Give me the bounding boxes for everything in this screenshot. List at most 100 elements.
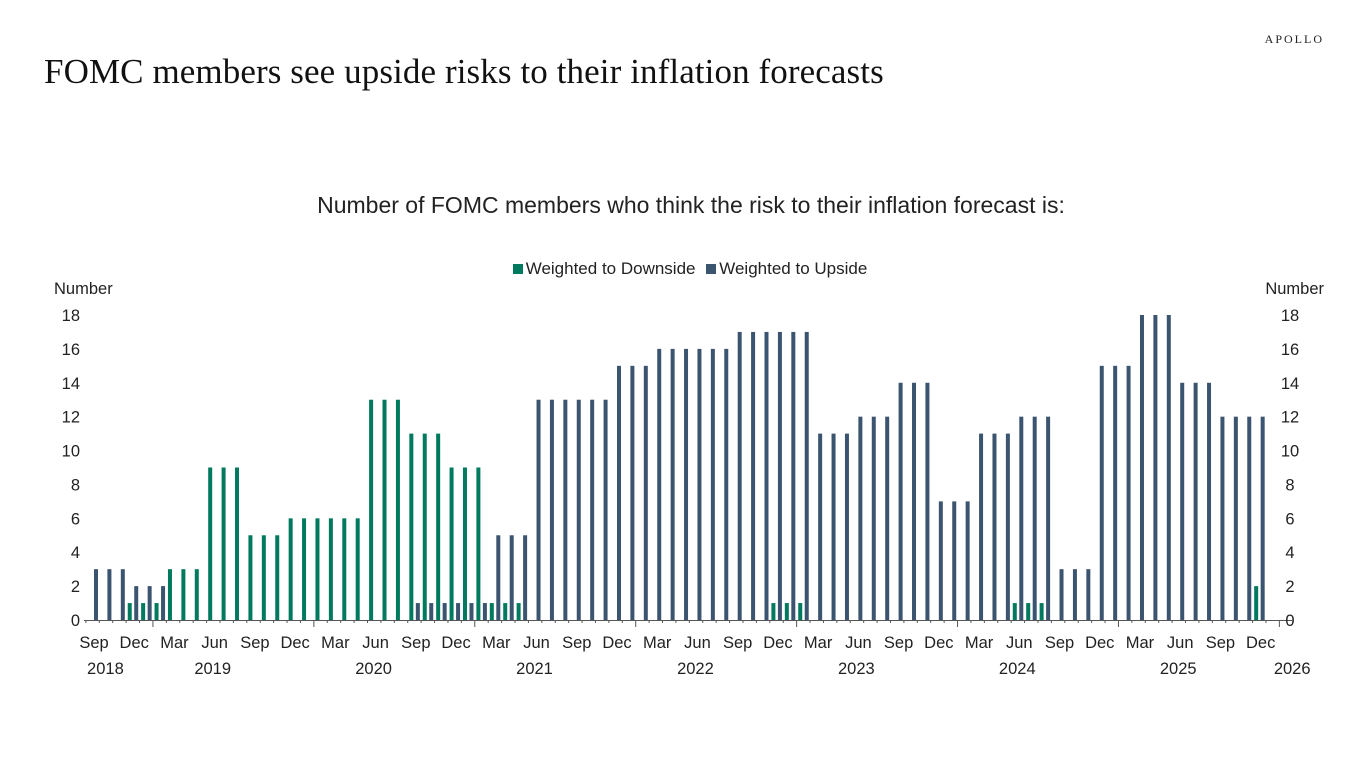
bar-upside: [94, 569, 98, 620]
bar-downside: [476, 467, 481, 620]
x-year-label: 2018: [87, 660, 124, 678]
bar-upside: [496, 535, 501, 620]
bar-downside: [275, 535, 280, 620]
bar-upside: [1180, 382, 1185, 620]
x-tick-label: Mar: [1126, 634, 1155, 652]
bar-upside: [1032, 416, 1037, 620]
bar-upside: [1019, 416, 1024, 620]
bar-upside: [1139, 315, 1144, 620]
x-tick-label: Dec: [120, 634, 149, 652]
y-axis-title-right: Number: [1265, 280, 1324, 298]
bar-upside: [791, 331, 796, 620]
bar-downside: [489, 603, 494, 620]
bar-upside: [563, 399, 568, 620]
bar-upside: [456, 603, 461, 620]
bar-downside: [395, 399, 400, 620]
bar-upside: [1207, 382, 1212, 620]
bar-upside: [1166, 315, 1171, 620]
x-tick-label: Jun: [1006, 634, 1033, 652]
bar-downside: [154, 603, 159, 620]
bar-upside: [858, 416, 863, 620]
bar-upside: [724, 348, 729, 620]
x-tick-label: Sep: [562, 634, 591, 652]
x-tick-label: Dec: [602, 634, 631, 652]
legend: Weighted to Downside Weighted to Upside: [0, 259, 1366, 279]
x-year-label: 2024: [999, 660, 1036, 678]
bar-upside: [831, 433, 836, 620]
y-tick-label-left: 12: [62, 409, 80, 427]
y-tick-label-right: 10: [1281, 443, 1299, 461]
legend-item-downside: Weighted to Downside: [512, 259, 696, 278]
bar-upside: [549, 399, 554, 620]
bar-upside: [1099, 365, 1104, 620]
bar-upside: [1233, 416, 1238, 620]
y-tick-label-right: 16: [1281, 341, 1299, 359]
x-tick-label: Sep: [79, 634, 108, 652]
bar-upside: [764, 331, 769, 620]
bar-upside: [147, 586, 152, 620]
x-tick-label: Mar: [321, 634, 350, 652]
x-tick-label: Jun: [201, 634, 228, 652]
bar-downside: [409, 433, 414, 620]
bar-upside: [710, 348, 715, 620]
y-tick-label-left: 8: [71, 476, 80, 494]
bar-downside: [1254, 586, 1259, 620]
bar-upside: [684, 348, 689, 620]
bar-downside: [167, 569, 172, 620]
x-tick-label: Sep: [240, 634, 269, 652]
y-tick-label-right: 14: [1281, 375, 1299, 393]
bar-downside: [798, 603, 803, 620]
bar-upside: [1247, 416, 1252, 620]
y-axis-title-left: Number: [54, 280, 113, 298]
x-tick-label: Dec: [280, 634, 309, 652]
x-tick-label: Sep: [723, 634, 752, 652]
bar-upside: [1260, 416, 1265, 620]
bar-downside: [449, 467, 454, 620]
y-tick-label-left: 14: [62, 375, 80, 393]
bar-downside: [235, 467, 240, 620]
x-tick-label: Sep: [401, 634, 430, 652]
x-tick-label: Jun: [362, 634, 389, 652]
y-tick-label-right: 0: [1285, 612, 1294, 630]
x-year-label: 2023: [838, 660, 875, 678]
x-tick-label: Mar: [643, 634, 672, 652]
x-year-label: 2021: [516, 660, 553, 678]
bar-downside: [141, 603, 146, 620]
bar-upside: [885, 416, 890, 620]
chart-title: Number of FOMC members who think the ris…: [317, 192, 1065, 218]
x-tick-label: Dec: [924, 634, 953, 652]
legend-label: Weighted to Upside: [719, 259, 868, 278]
bar-downside: [127, 603, 132, 620]
bar-upside: [818, 433, 823, 620]
bar-upside: [697, 348, 702, 620]
bar-downside: [181, 569, 186, 620]
y-tick-label-left: 10: [62, 443, 80, 461]
bar-upside: [429, 603, 434, 620]
x-year-label: 2022: [677, 660, 714, 678]
bar-downside: [1012, 603, 1017, 620]
bar-downside: [315, 518, 320, 620]
bar-downside: [784, 603, 789, 620]
bar-upside: [751, 331, 756, 620]
x-tick-label: Mar: [965, 634, 994, 652]
bar-downside: [382, 399, 387, 620]
x-tick-label: Jun: [523, 634, 550, 652]
bar-downside: [194, 569, 199, 620]
bar-upside: [898, 382, 903, 620]
bar-downside: [342, 518, 347, 620]
bar-downside: [248, 535, 253, 620]
bar-upside: [469, 603, 474, 620]
bar-upside: [134, 586, 139, 620]
x-year-label: 2019: [194, 660, 231, 678]
bar-upside: [952, 501, 957, 620]
bar-downside: [369, 399, 374, 620]
bar-downside: [516, 603, 521, 620]
x-tick-label: Jun: [1167, 634, 1194, 652]
y-tick-label-left: 0: [71, 612, 80, 630]
bar-upside: [992, 433, 997, 620]
y-tick-label-left: 16: [62, 341, 80, 359]
bar-upside: [590, 399, 595, 620]
bar-upside: [1072, 569, 1077, 620]
y-tick-label-left: 4: [71, 544, 80, 562]
bar-downside: [771, 603, 776, 620]
